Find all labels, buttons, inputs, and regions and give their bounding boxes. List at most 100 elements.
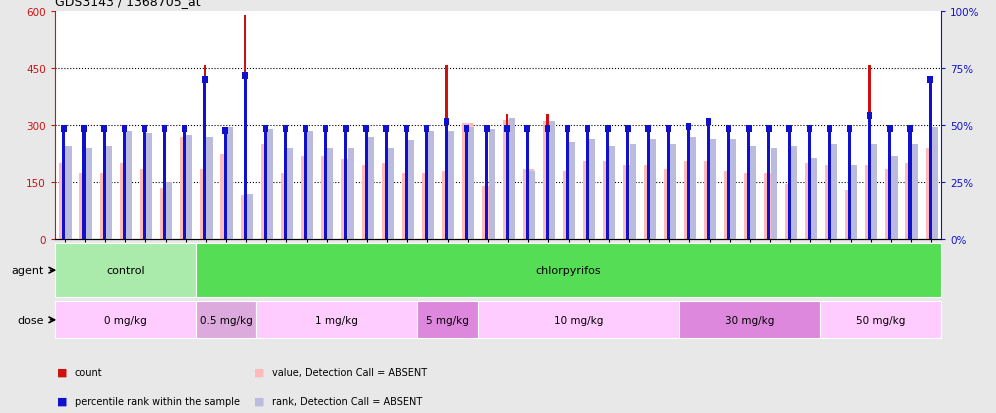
Bar	[120, 164, 130, 240]
Bar	[706, 119, 711, 125]
Bar	[123, 126, 125, 240]
Bar	[646, 126, 649, 240]
Bar	[482, 187, 493, 240]
Bar	[83, 126, 86, 240]
Bar	[55, 301, 196, 339]
Bar	[102, 126, 107, 133]
Bar	[766, 126, 772, 133]
Bar	[203, 65, 206, 240]
Text: value, Detection Call = ABSENT: value, Detection Call = ABSENT	[272, 367, 427, 377]
Bar	[546, 126, 549, 240]
Bar	[60, 164, 71, 240]
Bar	[726, 126, 731, 133]
Bar	[821, 301, 941, 339]
Bar	[590, 139, 596, 240]
Bar	[160, 188, 171, 240]
Bar	[523, 169, 534, 240]
Text: control: control	[106, 266, 144, 275]
Bar	[405, 137, 407, 240]
Bar	[811, 158, 817, 240]
Bar	[869, 65, 871, 240]
Bar	[747, 126, 750, 240]
Bar	[63, 126, 66, 240]
Bar	[607, 126, 610, 240]
Bar	[264, 126, 267, 240]
Bar	[724, 171, 735, 240]
Bar	[223, 128, 226, 240]
Bar	[241, 196, 252, 240]
Bar	[888, 126, 891, 240]
Bar	[141, 126, 147, 133]
Bar	[907, 126, 912, 133]
Bar	[100, 173, 111, 240]
Bar	[750, 147, 757, 240]
Bar	[927, 77, 933, 83]
Bar	[484, 126, 490, 133]
Bar	[506, 114, 508, 240]
Bar	[643, 166, 654, 240]
Bar	[244, 73, 247, 240]
Text: dose: dose	[18, 315, 44, 325]
Bar	[301, 156, 312, 240]
Bar	[202, 77, 207, 83]
Bar	[244, 16, 246, 240]
Bar	[304, 126, 307, 240]
Bar	[872, 145, 877, 240]
Bar	[478, 301, 679, 339]
Bar	[444, 119, 449, 125]
Text: rank, Detection Call = ABSENT: rank, Detection Call = ABSENT	[272, 396, 422, 406]
Text: count: count	[75, 367, 103, 377]
Bar	[869, 113, 872, 240]
Bar	[565, 126, 571, 133]
Bar	[684, 162, 695, 240]
Bar	[428, 132, 434, 240]
Bar	[423, 126, 429, 133]
Bar	[196, 301, 256, 339]
Bar	[679, 301, 821, 339]
Bar	[122, 126, 127, 133]
Bar	[604, 162, 615, 240]
Bar	[261, 145, 272, 240]
Bar	[827, 126, 832, 133]
Bar	[687, 124, 690, 240]
Bar	[247, 194, 253, 240]
Bar	[885, 169, 896, 240]
Text: 30 mg/kg: 30 mg/kg	[725, 315, 775, 325]
Bar	[847, 126, 853, 133]
Bar	[442, 171, 453, 240]
Bar	[509, 119, 515, 240]
Bar	[649, 139, 655, 240]
Bar	[666, 126, 669, 240]
Bar	[791, 147, 797, 240]
Bar	[768, 126, 771, 240]
Bar	[408, 141, 414, 240]
Bar	[529, 171, 535, 240]
Bar	[866, 166, 876, 240]
Bar	[61, 126, 67, 133]
Bar	[748, 130, 750, 240]
Bar	[852, 166, 858, 240]
Bar	[911, 145, 917, 240]
Text: chlorpyrifos: chlorpyrifos	[536, 266, 602, 275]
Bar	[685, 124, 691, 131]
Bar	[139, 169, 151, 240]
Bar	[222, 128, 228, 135]
Bar	[146, 133, 152, 240]
Bar	[663, 169, 674, 240]
Bar	[387, 149, 393, 240]
Bar	[345, 126, 348, 240]
Bar	[368, 137, 374, 240]
Bar	[543, 122, 554, 240]
Bar	[143, 160, 145, 240]
Bar	[464, 126, 469, 133]
Text: agent: agent	[12, 266, 44, 275]
Bar	[344, 126, 349, 133]
Bar	[690, 137, 696, 240]
Bar	[585, 126, 591, 133]
Bar	[183, 137, 186, 240]
Bar	[828, 126, 831, 240]
Text: percentile rank within the sample: percentile rank within the sample	[75, 396, 240, 406]
Bar	[422, 173, 433, 240]
Bar	[785, 185, 796, 240]
Bar	[281, 173, 292, 240]
